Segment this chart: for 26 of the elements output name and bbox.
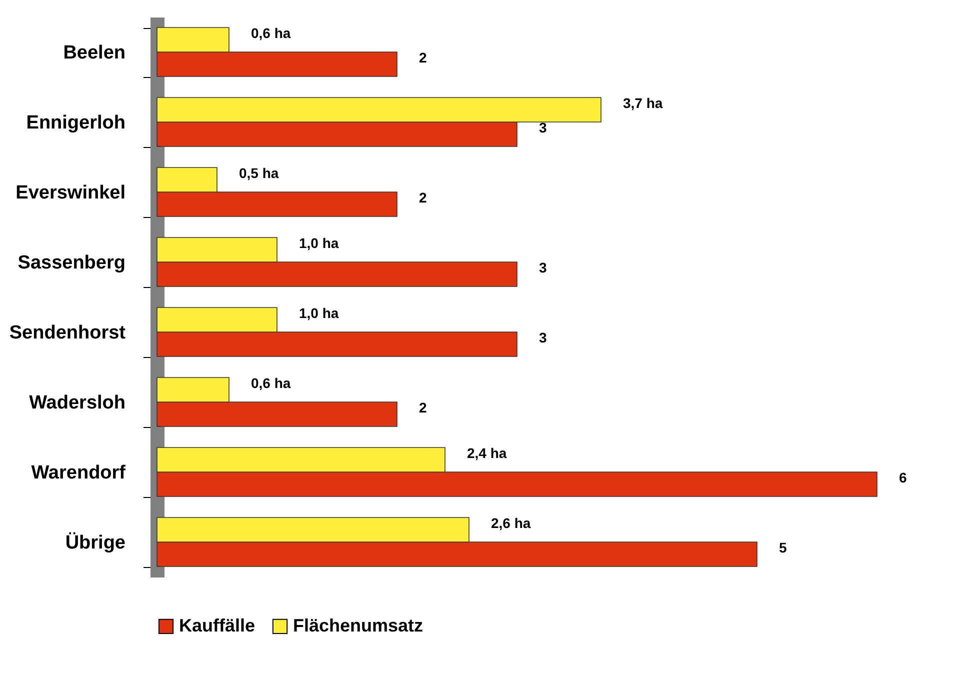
y-tick-label: Übrige — [65, 532, 126, 554]
data-label: 3 — [539, 119, 547, 136]
data-label: 0,6 ha — [251, 24, 291, 41]
y-tick-label: Everswinkel — [16, 182, 126, 204]
y-tick-label: Ennigerloh — [26, 112, 126, 134]
data-label: 3 — [539, 259, 547, 276]
data-label: 2 — [419, 49, 427, 66]
data-label: 1,0 ha — [299, 304, 339, 321]
data-label: 2 — [419, 189, 427, 206]
data-label: 2 — [419, 399, 427, 416]
data-label: 1,0 ha — [299, 234, 339, 251]
data-label: 2,4 ha — [467, 444, 507, 461]
legend-label: Kauffälle — [179, 615, 256, 636]
data-label: 3,7 ha — [623, 94, 663, 111]
legend-label: Flächenumsatz — [293, 615, 424, 636]
data-label: 0,5 ha — [239, 164, 279, 181]
data-label: 6 — [899, 469, 907, 486]
y-tick-label: Warendorf — [31, 462, 126, 484]
y-tick-label: Beelen — [63, 42, 126, 64]
data-label: 0,6 ha — [251, 374, 291, 391]
data-label: 2,6 ha — [491, 514, 531, 531]
y-tick-label: Wadersloh — [29, 392, 126, 414]
data-label: 3 — [539, 329, 547, 346]
y-tick-label: Sendenhorst — [9, 322, 126, 344]
data-label: 5 — [779, 539, 787, 556]
y-tick-label: Sassenberg — [18, 252, 126, 274]
